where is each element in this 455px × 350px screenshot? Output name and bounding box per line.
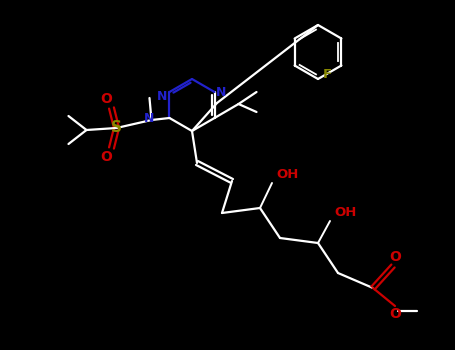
Text: OH: OH [334,206,356,219]
Text: S: S [111,120,122,135]
Text: O: O [389,307,401,321]
Text: F: F [323,69,332,82]
Text: O: O [101,92,112,106]
Text: OH: OH [276,168,298,182]
Text: N: N [157,91,167,104]
Text: N: N [144,112,155,125]
Text: O: O [389,250,401,264]
Text: N: N [216,85,227,98]
Text: O: O [101,150,112,164]
